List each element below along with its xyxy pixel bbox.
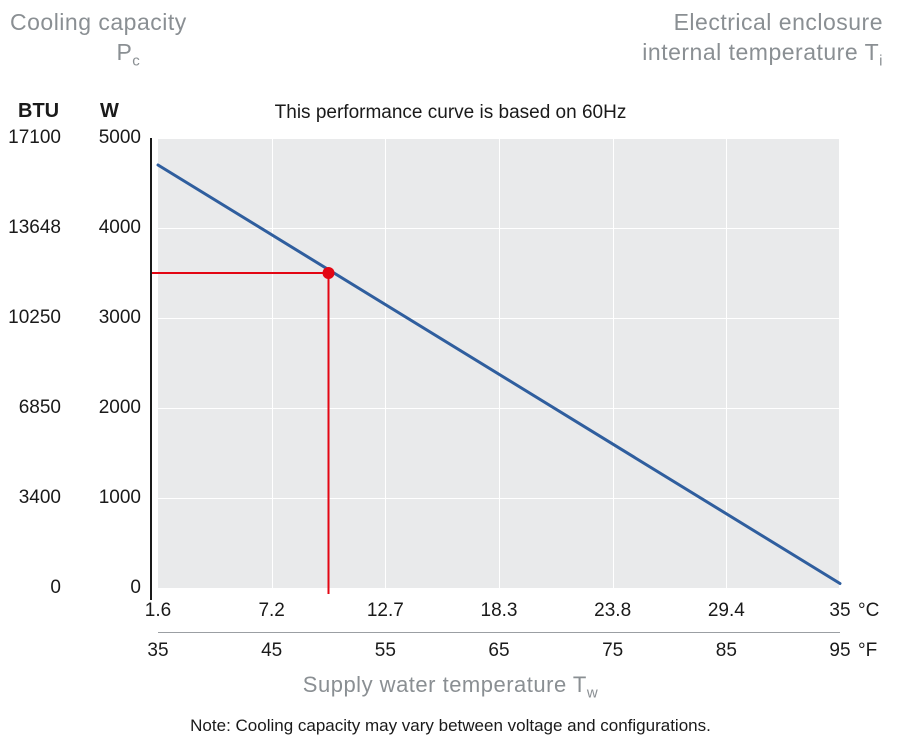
x-axis-title: Supply water temperature Tw	[0, 672, 901, 701]
x-tick-f: 35	[147, 640, 168, 662]
x-tick-c: 35	[829, 600, 850, 622]
x-axis-separator	[158, 632, 840, 633]
x-tick-f: 75	[602, 640, 623, 662]
x-tick-c: 23.8	[594, 600, 631, 622]
header-right-line1: Electrical enclosure	[642, 8, 883, 38]
chart-svg	[158, 138, 840, 588]
x-tick-c: 7.2	[258, 600, 284, 622]
y-tick-w: 1000	[81, 487, 141, 509]
marker-dot	[323, 267, 335, 279]
x-unit-fahrenheit: °F	[858, 640, 877, 662]
y-tick-w: 0	[81, 577, 141, 599]
y-tick-w: 5000	[81, 127, 141, 149]
header-right-line2: internal temperature Ti	[642, 38, 883, 71]
y-tick-btu: 6850	[0, 397, 61, 419]
y-tick-w: 3000	[81, 307, 141, 329]
x-tick-f: 45	[261, 640, 282, 662]
series-line	[158, 165, 840, 584]
header-left-line1: Cooling capacity	[10, 9, 187, 35]
y-tick-w: 4000	[81, 217, 141, 239]
chart-note-top: This performance curve is based on 60Hz	[0, 102, 901, 124]
x-tick-f: 55	[375, 640, 396, 662]
header-right: Electrical enclosure internal temperatur…	[642, 8, 883, 71]
y-axis-line	[150, 138, 152, 600]
x-tick-c: 1.6	[145, 600, 171, 622]
x-tick-f: 65	[488, 640, 509, 662]
y-tick-btu: 3400	[0, 487, 61, 509]
y-tick-w: 2000	[81, 397, 141, 419]
x-tick-f: 85	[716, 640, 737, 662]
footer-note: Note: Cooling capacity may vary between …	[0, 716, 901, 736]
y-tick-btu: 10250	[0, 307, 61, 329]
y-tick-btu: 17100	[0, 127, 61, 149]
x-unit-celsius: °C	[858, 600, 879, 622]
y-tick-btu: 0	[0, 577, 61, 599]
x-tick-f: 95	[829, 640, 850, 662]
header-left: Cooling capacity Pc	[10, 8, 187, 71]
y-tick-btu: 13648	[0, 217, 61, 239]
x-tick-c: 29.4	[708, 600, 745, 622]
gridline-v	[840, 138, 841, 588]
x-tick-c: 18.3	[481, 600, 518, 622]
x-tick-c: 12.7	[367, 600, 404, 622]
header-left-line2: Pc	[70, 38, 187, 71]
chart-container: Cooling capacity Pc Electrical enclosure…	[0, 0, 901, 751]
